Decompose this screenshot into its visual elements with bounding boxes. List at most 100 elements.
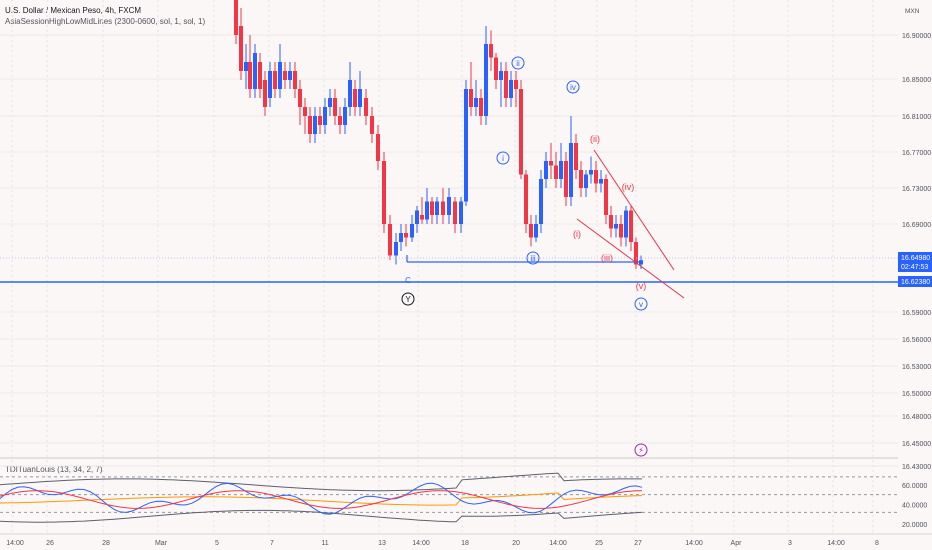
candle-body (544, 161, 548, 179)
level-price-label: 16.62380 (901, 279, 930, 286)
wave-label-circle (511, 56, 525, 70)
lightning-icon-glyph: ⚡ (638, 446, 644, 455)
candle-body (469, 89, 473, 107)
price-axis-bg (898, 0, 932, 550)
level-price-badge (898, 276, 932, 287)
candle-body (614, 224, 618, 229)
candle-body (328, 98, 332, 107)
osc-rsi-line (0, 482, 643, 515)
wedge-upper-line (593, 149, 675, 271)
candles (234, 0, 643, 269)
price-tick-label: 16.85000 (902, 77, 931, 84)
osc-mid-band (0, 492, 643, 506)
candle-body (494, 57, 498, 80)
time-tick-label: 27 (634, 540, 642, 547)
time-tick-label: 14:00 (6, 540, 24, 547)
current-price-label: 16.64980 (901, 255, 930, 262)
candle-body (353, 89, 357, 107)
wave-label-5: (ii) (590, 134, 600, 144)
candle-body (579, 170, 583, 188)
time-tick-label: 14:00 (827, 540, 845, 547)
wave-label-0: ii (516, 59, 520, 68)
wave-label-10: C (405, 276, 411, 285)
candle-body (453, 201, 457, 224)
candle-body (313, 116, 317, 134)
candle-body (244, 62, 248, 71)
price-tick-label: 16.56000 (902, 337, 931, 344)
candle-body (308, 116, 312, 134)
wave-label-7: (i) (573, 229, 581, 239)
wave-label-1: iv (570, 83, 576, 92)
candle-body (394, 242, 398, 256)
price-tick-label: 16.50000 (902, 391, 931, 398)
candle-body (534, 224, 538, 238)
candle-body (253, 53, 257, 89)
lightning-icon (634, 443, 648, 457)
time-tick-label: 28 (102, 540, 110, 547)
candle-body (524, 174, 528, 224)
candle-body (358, 89, 362, 107)
symbol-title: U.S. Dollar / Mexican Peso, 4h, FXCM (5, 6, 142, 15)
candle-body (549, 161, 553, 166)
candle-body (441, 201, 445, 215)
candle-body (559, 161, 563, 179)
candle-body (278, 62, 282, 89)
wave-label-2: i (502, 154, 504, 163)
candle-body (499, 71, 503, 80)
candle-body (539, 179, 543, 224)
candle-body (399, 233, 403, 242)
price-tick-label: 16.69000 (902, 222, 931, 229)
indicator-legend: AsiaSessionHighLowMidLines (2300-0600, s… (5, 17, 206, 26)
time-tick-label: Apr (731, 540, 743, 547)
candle-body (239, 26, 243, 71)
wave-label-circle (526, 251, 540, 265)
candle-body (574, 143, 578, 170)
countdown-label: 02:47:53 (901, 264, 928, 271)
price-tick-label: 16.43000 (902, 464, 931, 471)
price-tick-label: 16.90000 (902, 33, 931, 40)
candle-body (410, 224, 414, 238)
candle-body (415, 210, 419, 224)
candle-body (435, 201, 439, 215)
time-tick-label: 14:00 (412, 540, 430, 547)
candle-body (283, 71, 287, 80)
candle-body (599, 179, 603, 184)
time-tick-label: Mar (155, 540, 168, 547)
wave-label-11: Y (405, 295, 411, 304)
candle-body (519, 89, 523, 175)
time-tick-label: 8 (875, 540, 879, 547)
time-tick-label: 18 (461, 540, 469, 547)
candle-body (484, 44, 488, 116)
candle-body (338, 116, 342, 125)
time-tick-label: 11 (321, 540, 328, 547)
candle-body (504, 71, 508, 98)
candle-body (589, 170, 593, 175)
currency-label: MXN (905, 8, 920, 15)
current-price-badge (898, 252, 932, 272)
candle-body (594, 170, 598, 184)
candle-body (333, 98, 337, 116)
price-tick-label: 16.59000 (902, 310, 931, 317)
wave-label-circle (496, 151, 510, 165)
wave-label-6: (iv) (622, 182, 635, 192)
candle-body (404, 233, 408, 238)
candle-body (343, 107, 347, 125)
candle-body (288, 71, 292, 80)
price-tick-label: 16.48000 (902, 414, 931, 421)
osc-tick-label: 60.0000 (902, 483, 927, 490)
candle-body (569, 143, 573, 197)
osc-tick-label: 20.0000 (902, 522, 927, 529)
candle-body (604, 179, 608, 215)
candle-body (609, 215, 613, 229)
price-tick-label: 16.53000 (902, 364, 931, 371)
candle-body (323, 107, 327, 125)
candle-body (529, 224, 533, 238)
time-tick-label: 14:00 (685, 540, 703, 547)
time-tick-label: 25 (595, 540, 603, 547)
price-tick-label: 16.77000 (902, 150, 931, 157)
price-tick-label: 16.73000 (902, 186, 931, 193)
wave-label-9: (v) (636, 281, 647, 291)
candle-body (629, 210, 633, 242)
